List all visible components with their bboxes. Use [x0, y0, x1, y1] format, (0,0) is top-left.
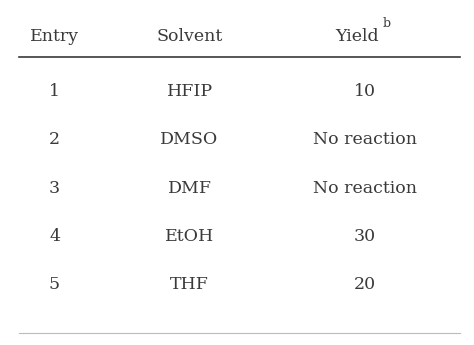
Text: 1: 1: [49, 83, 60, 100]
Text: 2: 2: [49, 131, 60, 148]
Text: Yield: Yield: [336, 28, 385, 45]
Text: No reaction: No reaction: [313, 131, 417, 148]
Text: 5: 5: [49, 276, 60, 293]
Text: HFIP: HFIP: [166, 83, 213, 100]
Text: 30: 30: [354, 228, 376, 245]
Text: Entry: Entry: [30, 28, 79, 45]
Text: DMF: DMF: [168, 179, 211, 197]
Text: EtOH: EtOH: [165, 228, 214, 245]
Text: 10: 10: [354, 83, 376, 100]
Text: No reaction: No reaction: [313, 179, 417, 197]
Text: Solvent: Solvent: [156, 28, 223, 45]
Text: THF: THF: [170, 276, 209, 293]
Text: 4: 4: [49, 228, 60, 245]
Text: 3: 3: [49, 179, 60, 197]
Text: b: b: [383, 17, 391, 30]
Text: 20: 20: [354, 276, 376, 293]
Text: DMSO: DMSO: [161, 131, 219, 148]
